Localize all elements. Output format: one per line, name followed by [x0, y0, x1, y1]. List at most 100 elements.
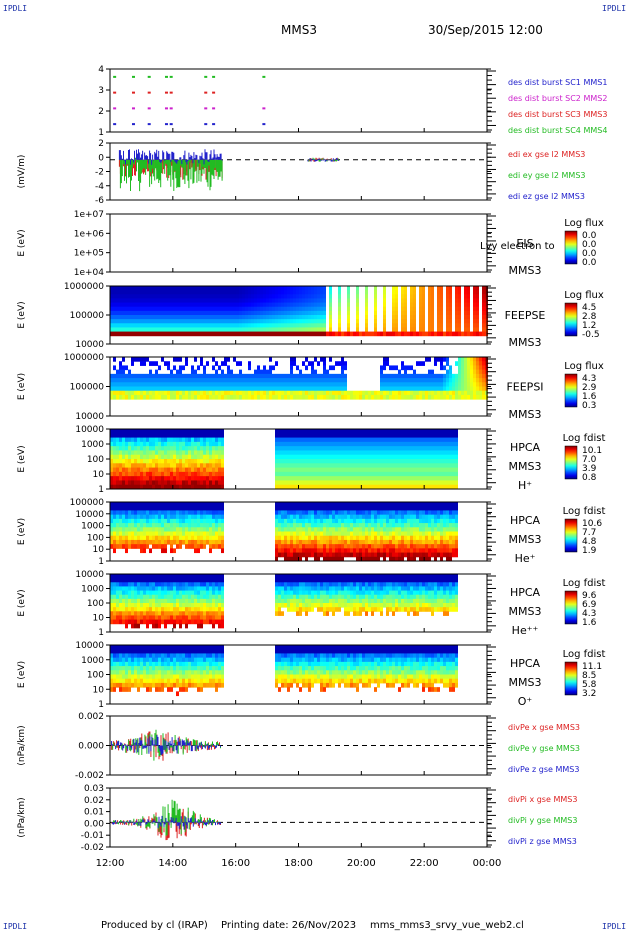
hpca_h-panel-cell	[344, 467, 347, 473]
hpca_he1-panel-cell	[158, 544, 161, 549]
hpca_he1-panel-cell	[200, 531, 203, 537]
feepse-panel-cell	[224, 331, 227, 337]
hpca_h-panel-cell	[197, 476, 200, 481]
hpca_h-panel-cell	[128, 437, 131, 443]
feepsi-panel-cell	[251, 378, 254, 383]
feepse-panel-cell	[278, 319, 281, 324]
hpca_h-panel-cell	[287, 441, 290, 447]
feepsi-panel-cell	[320, 378, 323, 383]
hpca_h-panel-cell	[371, 446, 374, 451]
hpca_h-panel-cell	[368, 450, 371, 456]
feepse-panel-cell	[191, 310, 194, 316]
hpca_he1-panel-cell	[215, 502, 218, 507]
feepse-panel-cell	[203, 331, 206, 337]
feepse-panel-cell	[458, 294, 461, 299]
feepse-panel-cell	[302, 310, 305, 316]
hpca_h-panel-cell	[440, 476, 443, 481]
feepse-panel-cell	[158, 315, 161, 320]
feepse-panel-cell	[431, 327, 434, 333]
feepsi-panel-cell	[272, 378, 275, 383]
feepse-panel-cell	[119, 286, 122, 291]
hpca_h-panel-cell	[314, 480, 317, 486]
hpca_h-panel-cell	[212, 476, 215, 481]
hpca_h-panel-cell	[275, 450, 278, 456]
hpca_h-panel-cell	[455, 467, 458, 473]
feepsi-panel-cell	[428, 394, 431, 400]
hpca_h-panel-cell	[446, 433, 449, 439]
feepse-panel-cell	[212, 290, 215, 295]
hpca_he1-panel-cell	[143, 510, 146, 516]
feepsi-panel-cell	[479, 390, 482, 396]
hpca_he1-panel-cell	[380, 502, 383, 507]
hpca_he1-panel-cell	[143, 514, 146, 520]
hpca_he1-panel-cell	[206, 514, 209, 520]
feepse-panel-cell	[299, 310, 302, 316]
hpca_h-panel-cell	[128, 484, 131, 490]
burst-mark	[212, 107, 216, 110]
feepse-panel-colorbar	[564, 302, 578, 337]
feepsi-panel-cell	[482, 386, 485, 392]
hpca_h-panel-cell	[185, 433, 188, 439]
hpca_h-panel-cell	[434, 480, 437, 486]
hpca_he1-panel-cell	[341, 502, 344, 507]
feepse-panel-cell	[311, 302, 314, 308]
feepsi-panel-cell	[182, 378, 185, 383]
hpca_he1-panel-cell	[374, 502, 377, 507]
hpca_he1-panel-cell	[371, 502, 374, 507]
hpca_he1-panel-cell	[206, 527, 209, 532]
hpca_he1-panel-cell	[275, 548, 278, 554]
hpca_he1-panel-cell	[110, 527, 113, 532]
hpca_h-panel-cell	[452, 429, 455, 434]
feepse-panel-cell	[200, 327, 203, 333]
feepse-panel-cell	[221, 315, 224, 320]
feepse-panel-cell	[251, 302, 254, 308]
feepsi-panel-cell	[335, 390, 338, 396]
feepsi-panel-cell	[464, 361, 467, 366]
feepsi-panel-cell	[113, 390, 116, 396]
feepsi-panel-cell	[278, 382, 281, 387]
hpca_he1-panel-cell	[359, 518, 362, 524]
hpca_h-panel-cell	[392, 446, 395, 451]
feepsi-panel-cell	[380, 382, 383, 387]
hpca_he1-panel-cell	[278, 552, 281, 558]
feepse-panel-cell	[437, 327, 440, 333]
hpca_h-panel-cell	[404, 433, 407, 439]
hpca_he1-panel-cell	[218, 523, 221, 528]
hpca_he1-panel-cell	[359, 544, 362, 549]
hpca_h-panel-cell	[131, 429, 134, 434]
hpca_h-panel-cell	[344, 480, 347, 486]
hpca_h-panel-cell	[188, 463, 191, 469]
feepsi-panel-cell	[326, 394, 329, 400]
hpca_he1-panel-cell	[110, 510, 113, 516]
burst-mark	[147, 91, 151, 94]
feepsi-panel-cell	[239, 378, 242, 383]
feepse-panel-cell	[209, 331, 212, 337]
feepse-panel-cell	[290, 306, 293, 312]
feepsi-panel-cell	[458, 357, 461, 362]
feepsi-panel-cell	[317, 361, 320, 366]
feepse-panel-cell	[221, 294, 224, 299]
hpca_he1-panel-cell	[413, 518, 416, 524]
feepsi-panel-cell	[428, 357, 431, 362]
feepsi-panel-cell	[335, 382, 338, 387]
hpca_h-panel-cell	[122, 480, 125, 486]
feepsi-panel-cell	[374, 394, 377, 400]
hpca_h-panel-cell	[197, 437, 200, 443]
hpca_he1-panel-cell	[122, 531, 125, 537]
feepse-panel-cell	[296, 306, 299, 312]
hpca_h-panel-cell	[137, 463, 140, 469]
hpca_h-panel-cell	[284, 441, 287, 447]
hpca_he1-panel-cell	[140, 506, 143, 511]
hpca_he1-panel-cell	[380, 527, 383, 532]
feepse-panel-cell	[167, 310, 170, 316]
hpca_h-panel-cell	[410, 446, 413, 451]
hpca_h-panel-cell	[206, 441, 209, 447]
hpca_he1-panel-cell	[293, 552, 296, 558]
feepse-panel-cell	[170, 290, 173, 295]
hpca_he1-panel-cell	[176, 510, 179, 516]
feepsi-panel-cell	[227, 382, 230, 387]
feepsi-panel-cell	[146, 386, 149, 392]
hpca_h-panel-cell	[335, 433, 338, 439]
feepsi-panel-cell	[422, 361, 425, 366]
feepsi-panel-cell	[470, 369, 473, 375]
